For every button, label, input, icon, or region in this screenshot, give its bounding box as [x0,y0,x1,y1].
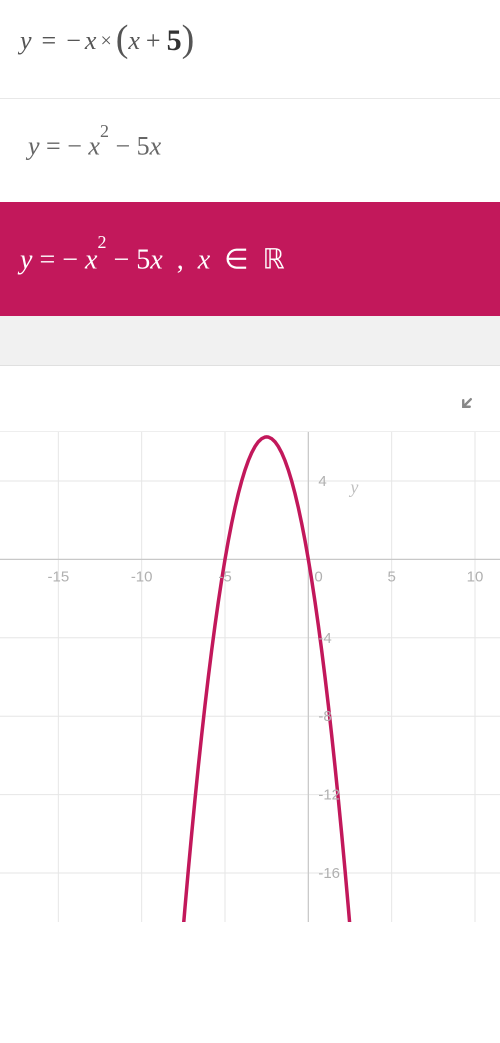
eq-neg: − [66,26,81,56]
svg-text:y: y [348,477,358,497]
step-neg1: − [67,132,82,161]
svg-text:-12: -12 [318,787,340,804]
ans-neg2: − [113,244,129,275]
eq-mul: × [100,30,111,53]
ans-x: x [85,244,97,275]
step-coef: 5 [137,132,150,161]
eq-five: 5 [167,24,182,58]
paren-right: ) [182,24,195,54]
svg-text:-5: -5 [218,568,231,585]
ans-x2: x [150,244,162,275]
ans-reals: ℝ [263,244,285,275]
expand-control-row [0,366,500,431]
svg-text:-10: -10 [131,568,153,585]
expand-icon[interactable] [460,384,486,417]
svg-text:5: 5 [387,568,395,585]
chart-section: -15 -10 -5 0 5 10 -16 -12 -8 -4 4 y [0,431,500,921]
paren-left: ( [116,24,129,54]
ans-elem: ∈ [224,244,248,275]
ans-xvar: x [198,244,210,275]
ans-eq: = [39,244,55,275]
answer-section: y = − x2 − 5x , x ∈ ℝ [0,202,500,316]
eq-plus: + [146,26,161,56]
eq-x: x [85,26,97,56]
step-neg2: − [115,132,130,161]
expand-arrows-svg [460,384,486,410]
ans-comma: , [177,244,184,275]
ans-neg1: − [62,244,78,275]
svg-text:-8: -8 [318,708,331,725]
step-equation: y = − x2 − 5x [28,129,472,162]
ans-coef: 5 [136,244,150,275]
eq-y: y [20,26,32,56]
eq-x2: x [128,26,140,56]
svg-text:-16: -16 [318,865,340,882]
step-x: x [88,132,100,161]
svg-text:4: 4 [318,473,326,490]
ans-exp: 2 [97,232,106,252]
step-equation-section: y = − x2 − 5x [0,99,500,202]
input-equation-section: y = − x × ( x + 5 ) [0,0,500,99]
svg-text:10: 10 [467,568,484,585]
gap-section [0,316,500,366]
step-exp: 2 [100,121,109,141]
step-eq: = [46,132,61,161]
svg-text:-4: -4 [318,630,331,647]
answer-equation: y = − x2 − 5x , x ∈ ℝ [20,242,480,276]
eq-equals: = [42,26,57,56]
parabola-chart[interactable]: -15 -10 -5 0 5 10 -16 -12 -8 -4 4 y [0,432,500,922]
svg-text:0: 0 [314,568,322,585]
input-equation: y = − x × ( x + 5 ) [20,24,480,58]
step-y: y [28,132,40,161]
step-x2: x [150,132,162,161]
svg-text:-15: -15 [47,568,69,585]
ans-y: y [20,244,32,275]
